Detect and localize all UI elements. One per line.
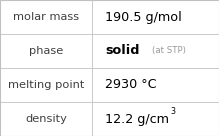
Text: (at STP): (at STP) xyxy=(152,47,186,55)
Text: density: density xyxy=(25,114,67,124)
Text: solid: solid xyxy=(105,44,140,58)
Text: molar mass: molar mass xyxy=(13,12,79,22)
Text: phase: phase xyxy=(29,46,63,56)
Text: 3: 3 xyxy=(170,107,175,116)
Text: melting point: melting point xyxy=(8,80,84,90)
Text: 190.5 g/mol: 190.5 g/mol xyxy=(105,10,182,24)
Text: 12.2 g/cm: 12.2 g/cm xyxy=(105,112,169,126)
Text: 2930 °C: 2930 °C xyxy=(105,78,157,92)
